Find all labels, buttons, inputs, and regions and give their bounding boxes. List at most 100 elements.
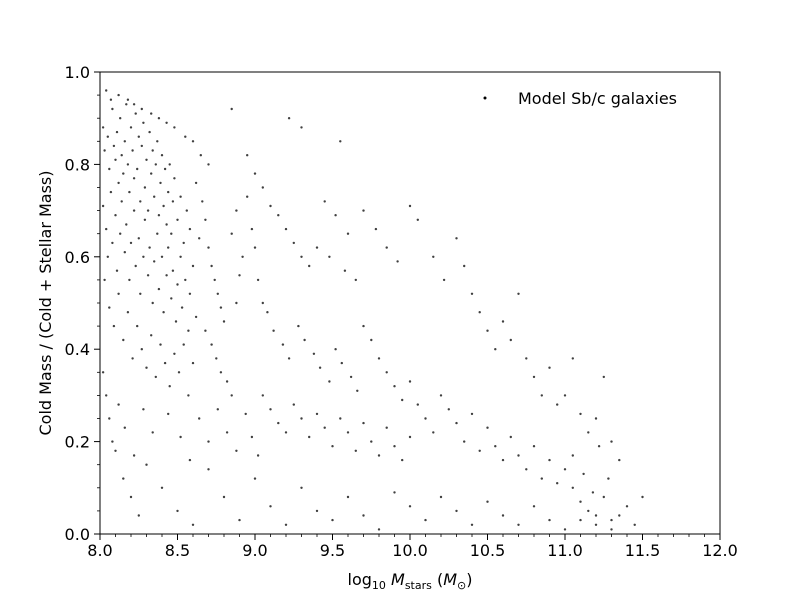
data-point [393,491,396,494]
data-point [179,195,182,198]
data-point [173,126,176,129]
data-point [238,518,241,522]
data-point [204,329,207,332]
data-point [180,306,184,309]
data-point [246,195,249,198]
data-point [385,426,388,429]
data-point [173,177,176,180]
x-tick-label: 11.0 [547,541,583,560]
data-point [277,214,280,217]
data-point [216,408,219,411]
data-point [281,343,285,346]
data-point [532,505,536,508]
data-point [182,343,185,346]
data-point [105,227,108,231]
data-point [207,163,210,166]
data-point [328,255,331,258]
data-point [114,158,117,161]
data-point [207,440,210,443]
data-point [463,264,466,268]
legend: Model Sb/c galaxies [483,89,677,108]
data-point [269,204,272,208]
data-point [198,237,201,240]
data-point [447,408,450,411]
data-point [109,98,113,101]
data-point [101,204,105,208]
data-point [315,412,319,416]
data-point [610,518,613,522]
data-point [105,394,108,397]
data-point [346,431,350,434]
data-point [132,209,136,212]
data-point [439,394,443,397]
data-point [501,458,505,462]
data-point [230,232,233,235]
data-point [287,357,291,360]
data-point [385,371,388,374]
data-point [194,315,198,319]
data-point [641,495,644,499]
data-point [174,320,178,323]
data-point [230,107,233,111]
data-point [162,311,165,314]
data-point [129,126,133,129]
data-point [170,297,173,300]
data-point [111,440,114,443]
data-point [594,417,598,420]
data-point [594,523,598,526]
data-point [187,394,190,397]
data-point [122,338,125,342]
data-point [106,135,110,138]
data-point [315,509,319,513]
data-point [478,449,481,452]
data-point [222,320,226,323]
data-point [157,287,161,291]
data-point [328,380,331,383]
data-point [126,311,130,314]
data-point [120,154,123,157]
data-point [478,311,481,314]
y-tick-label: 0.6 [65,248,90,267]
data-point [179,435,182,439]
data-point [548,366,551,369]
data-point [253,246,257,249]
data-point [185,209,188,212]
data-point [235,301,238,305]
data-point [486,329,489,332]
data-point [140,348,143,351]
data-point [145,463,148,466]
data-point [300,255,303,258]
data-point [151,301,154,305]
data-point [159,343,162,346]
data-point [171,269,175,272]
data-point [362,421,365,425]
data-point [188,292,192,295]
data-point [126,163,130,166]
data-point [618,514,621,517]
data-point [374,227,378,231]
data-point [408,435,412,439]
data-point [176,283,179,286]
data-point [117,403,120,406]
data-point [114,214,117,217]
data-point [377,528,381,531]
data-point [156,140,159,143]
data-point [150,112,153,115]
data-point [556,403,559,406]
data-point [266,311,269,314]
data-point [132,103,136,106]
data-point [123,426,127,429]
data-point [111,107,114,111]
data-point [501,320,505,323]
data-point [128,278,131,282]
data-point [470,523,474,526]
data-point [129,241,133,245]
data-point [168,163,171,166]
data-point [349,375,353,379]
data-point [393,385,396,388]
data-point [154,163,157,166]
data-point [173,352,176,355]
data-point [188,227,192,231]
data-point [115,130,119,134]
data-point [115,269,119,272]
